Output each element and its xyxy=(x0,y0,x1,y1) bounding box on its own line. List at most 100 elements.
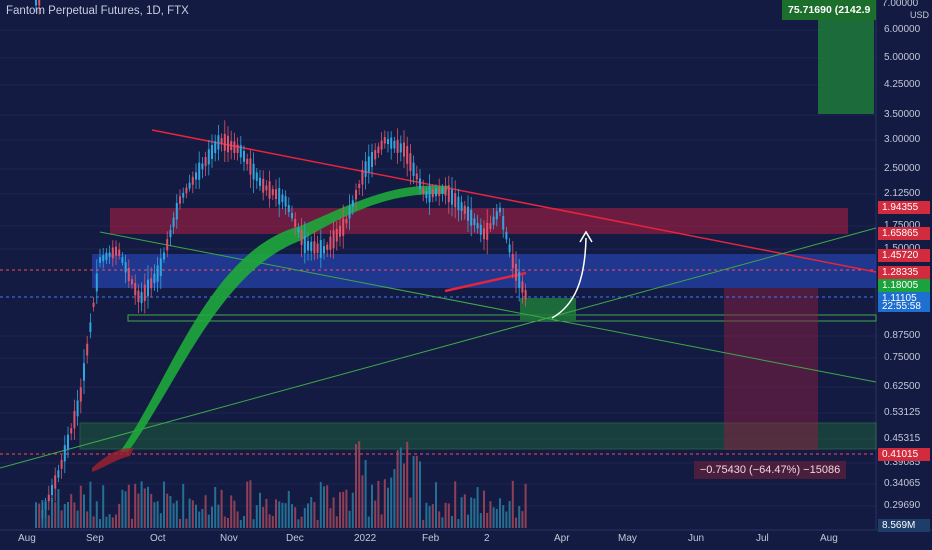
candle xyxy=(387,138,389,145)
volume-bar xyxy=(223,516,226,528)
volume-bar xyxy=(399,447,402,528)
candle xyxy=(111,247,114,259)
resistance-zone xyxy=(110,208,848,234)
candle xyxy=(406,146,409,164)
candle xyxy=(310,241,313,252)
volume-bar xyxy=(380,514,383,528)
volume-bar xyxy=(412,456,415,528)
volume-bar xyxy=(67,501,69,528)
volume-bar xyxy=(230,495,233,528)
candle xyxy=(249,158,252,175)
volume-bar xyxy=(393,469,396,528)
candle xyxy=(105,252,108,261)
candle xyxy=(201,163,204,170)
ema-band xyxy=(120,185,448,452)
candle xyxy=(499,207,501,213)
volume-bar xyxy=(89,481,92,528)
candle xyxy=(217,135,220,150)
volume-bar xyxy=(76,510,79,528)
candle xyxy=(278,187,281,205)
candle xyxy=(447,185,450,203)
candle xyxy=(127,268,130,282)
volume-bar xyxy=(294,507,297,528)
volume-bar xyxy=(332,497,335,528)
time-tick: May xyxy=(618,533,637,544)
price-scale[interactable]: 7.00000 USD xyxy=(876,0,932,530)
candle xyxy=(316,243,319,253)
time-axis[interactable]: Aug Sep Oct Nov Dec 2022 Feb 2 Apr May Jun Jul Aug xyxy=(0,530,876,550)
volume-bar xyxy=(153,502,156,528)
volume-bar xyxy=(124,491,127,528)
candle xyxy=(124,262,127,273)
volume-bar xyxy=(172,503,175,528)
candle xyxy=(182,192,185,198)
volume-bar xyxy=(105,516,108,528)
candle xyxy=(515,263,517,281)
candle xyxy=(38,0,41,6)
volume-bar xyxy=(316,519,319,528)
volume-bar xyxy=(166,493,169,528)
volume-bar xyxy=(447,503,450,528)
volume-badge: 8.569M xyxy=(878,519,930,532)
volume-bar xyxy=(268,514,271,528)
arrow-icon xyxy=(551,237,587,319)
volume-bar xyxy=(460,497,463,528)
candle xyxy=(255,172,258,181)
candle xyxy=(67,434,69,450)
candle xyxy=(156,265,159,282)
candle xyxy=(63,445,66,462)
price-badge: 1.65865 xyxy=(878,227,930,240)
candle xyxy=(211,145,213,159)
volume-bar xyxy=(63,503,66,528)
candle xyxy=(236,144,239,153)
volume-bar xyxy=(108,514,111,528)
candle xyxy=(47,494,50,502)
volume-bar xyxy=(44,500,47,528)
candle xyxy=(486,222,489,240)
volume-bar xyxy=(111,517,114,528)
volume-bar xyxy=(428,505,431,528)
volume-bar xyxy=(278,501,281,528)
volume-bar xyxy=(441,517,444,528)
price-badge: 1.94355 xyxy=(878,201,930,214)
volume-bar xyxy=(51,497,53,528)
volume-bar xyxy=(367,516,370,528)
candle xyxy=(355,190,357,200)
volume-bar xyxy=(415,455,418,528)
time-tick: Apr xyxy=(554,533,570,544)
volume-bar xyxy=(275,499,277,528)
volume-bar xyxy=(431,504,434,528)
volume-bar xyxy=(387,487,389,528)
volume-bar xyxy=(83,494,85,528)
candle xyxy=(415,173,418,180)
candle xyxy=(326,244,329,250)
volume-bar xyxy=(502,505,505,528)
stop-zone xyxy=(724,288,818,450)
candle xyxy=(233,141,236,153)
candle xyxy=(60,459,63,469)
volume-bar xyxy=(335,516,338,528)
candle xyxy=(83,363,85,381)
volume-bar xyxy=(483,490,485,528)
candle xyxy=(102,255,105,262)
candle xyxy=(319,240,322,258)
time-tick: Feb xyxy=(422,533,440,544)
price-tick: 1.50000 xyxy=(884,243,920,254)
time-tick: Aug xyxy=(820,533,838,544)
time-tick: Nov xyxy=(220,533,238,544)
volume-bar xyxy=(355,444,357,528)
volume-bar xyxy=(377,480,380,528)
volume-bar xyxy=(102,485,105,528)
trendline xyxy=(99,231,877,383)
volume-bar xyxy=(99,519,101,528)
candle xyxy=(476,223,479,229)
price-tick: 7.00000 xyxy=(882,0,919,9)
volume-bar xyxy=(262,506,265,528)
candle xyxy=(422,187,425,195)
volume-bar xyxy=(191,500,194,528)
candle xyxy=(470,209,473,226)
volume-bar xyxy=(409,497,412,528)
candle xyxy=(287,204,290,213)
